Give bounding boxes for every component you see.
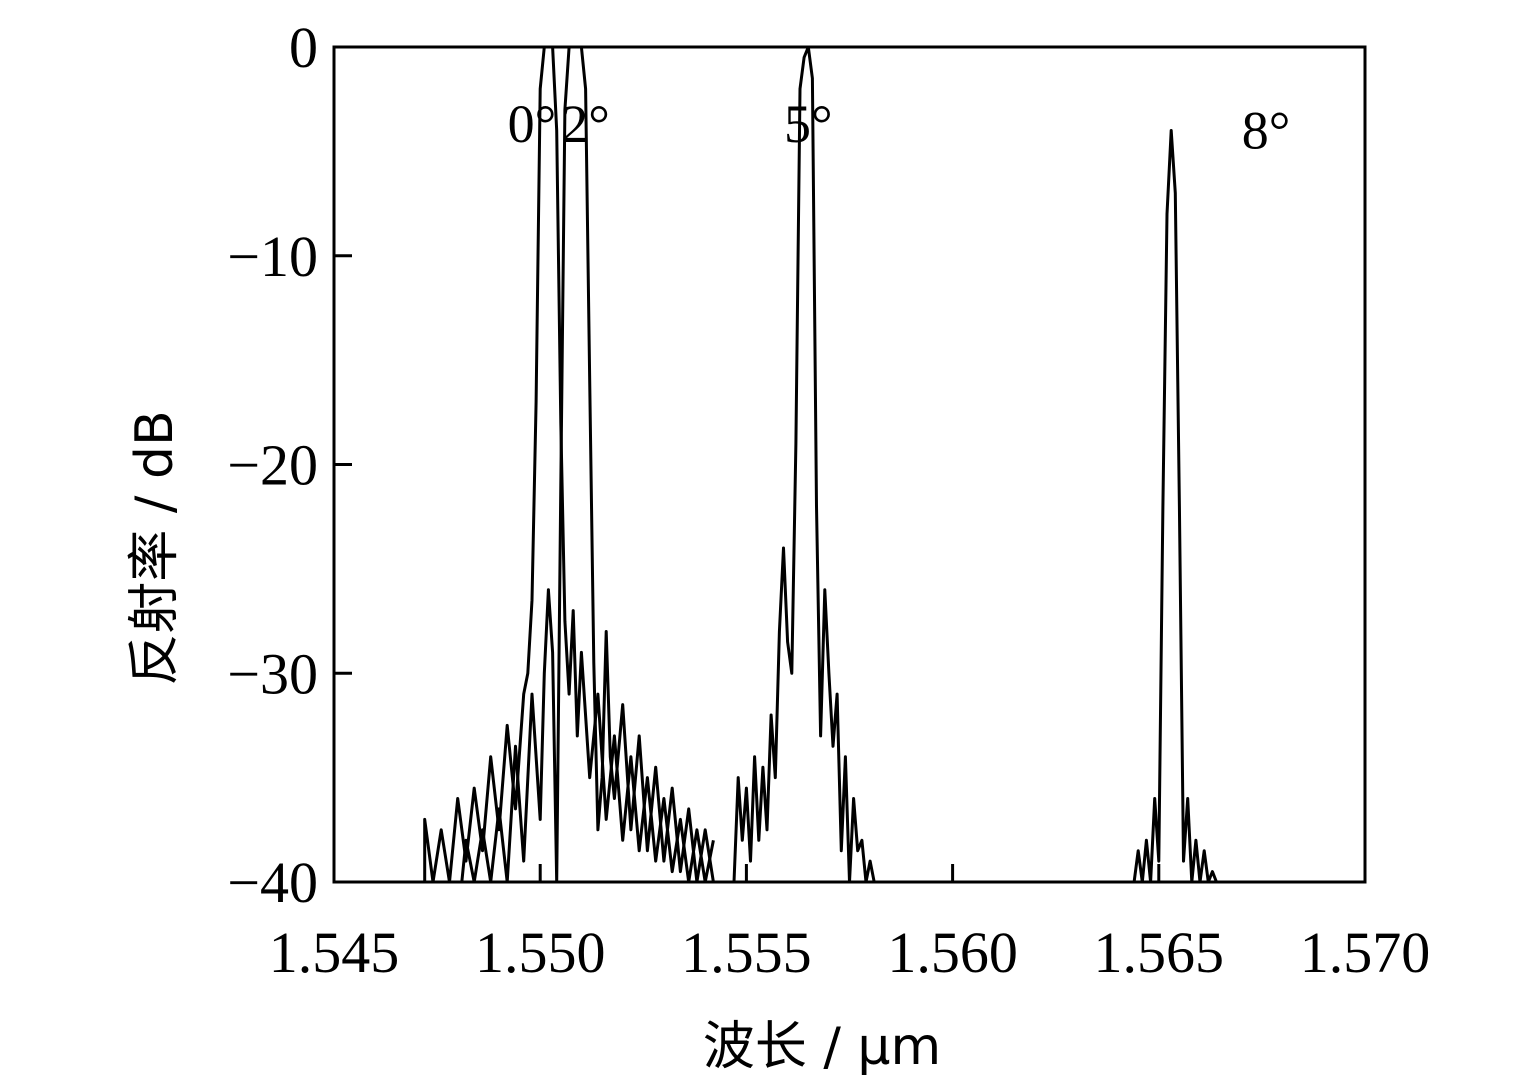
y-axis-label: 反射率 / dB (125, 410, 185, 685)
x-axis-label: 波长 / μm (703, 1017, 941, 1077)
plot-frame (332, 45, 1367, 884)
x-tick-label: 1.560 (887, 920, 1018, 985)
y-tick-label: −30 (227, 641, 318, 706)
series-line-1 (460, 45, 715, 884)
series-label-3: 8° (1242, 101, 1291, 161)
y-tick-label: 0 (289, 15, 318, 80)
series-line-2 (732, 45, 876, 884)
x-tick-label: 1.545 (269, 920, 400, 985)
series-label-layer: 0° 2° 5° 8° (508, 94, 1291, 160)
x-tick-label: 1.555 (681, 920, 812, 985)
x-tick-label: 1.565 (1094, 920, 1225, 985)
series-line-0 (423, 45, 715, 884)
y-tick-label: −20 (227, 433, 318, 498)
series-label-0: 0° (508, 94, 557, 154)
series-line-3 (1132, 129, 1218, 884)
y-tick-label: −40 (227, 850, 318, 915)
series-layer (423, 45, 1218, 884)
x-tick-label: 1.550 (475, 920, 606, 985)
tick-layer: 1.545 1.550 1.555 1.560 1.565 1.570 0 −10 −20 −30… (227, 15, 1430, 985)
series-label-1: 2° (561, 94, 610, 154)
y-tick-label: −10 (227, 224, 318, 289)
series-label-2: 5° (784, 94, 833, 154)
x-tick-label: 1.570 (1300, 920, 1431, 985)
